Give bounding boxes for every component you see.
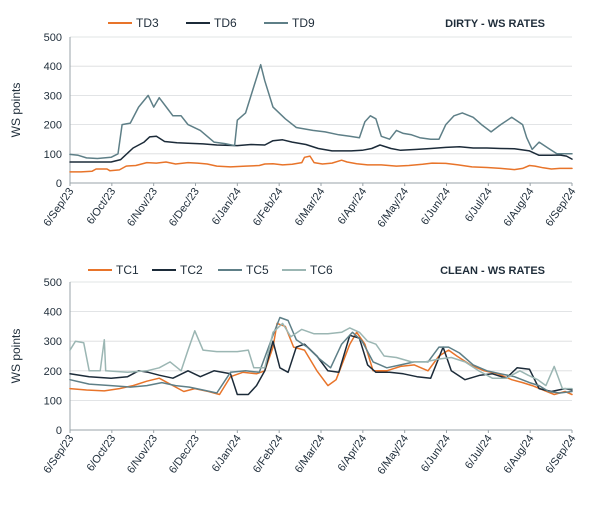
x-tick-label: 6/May/24: [375, 186, 411, 230]
y-tick-label: 400: [44, 61, 62, 73]
series-line-td6: [69, 135, 573, 163]
x-tick-label: 6/Sep/23: [41, 433, 76, 476]
y-tick-label: 500: [44, 277, 62, 289]
legend-label-td9: TD9: [292, 16, 315, 30]
x-tick-label: 6/Oct/23: [85, 186, 119, 227]
y-tick-label: 400: [44, 307, 62, 319]
y-axis-label: WS points: [9, 329, 23, 384]
series-line-td3: [69, 155, 573, 173]
y-tick-label: 300: [44, 336, 62, 348]
y-tick-label: 100: [44, 395, 62, 407]
chart-panel-1: 0 100 200 300 400 500 WS points 6/Sep/23 6/Oct/2…: [9, 16, 578, 230]
y-tick-label: 0: [56, 178, 62, 190]
x-tick-label: 6/Jan/24: [210, 433, 244, 474]
x-tick-label: 6/Oct/23: [85, 433, 119, 474]
y-tick-label: 500: [44, 32, 62, 44]
x-tick-label: 6/Feb/24: [251, 433, 286, 475]
x-tick-label: 6/Sep/23: [41, 186, 76, 229]
series-line-tc2: [69, 334, 573, 396]
y-tick-label: 100: [44, 149, 62, 161]
x-tick-label: 6/Aug/24: [502, 433, 537, 476]
x-tick-label: 6/Jan/24: [210, 186, 244, 227]
y-tick-label: 200: [44, 366, 62, 378]
x-tick-label: 6/Jul/24: [463, 433, 495, 471]
y-tick-label: 300: [44, 90, 62, 102]
chart-title: DIRTY - WS RATES: [445, 18, 545, 30]
x-tick-label: 6/Mar/24: [293, 186, 328, 228]
x-tick-label: 6/Aug/24: [502, 186, 537, 229]
x-tick-label: 6/Dec/23: [167, 186, 202, 229]
legend-label-td3: TD3: [136, 16, 159, 30]
y-tick-label: 200: [44, 120, 62, 132]
x-tick-label: 6/Apr/24: [336, 186, 370, 227]
y-axis-label: WS points: [9, 83, 23, 138]
chart-title: CLEAN - WS RATES: [440, 265, 545, 277]
series-line-td9: [69, 63, 573, 160]
x-tick-label: 6/Nov/23: [125, 186, 160, 229]
series-line-tc6: [69, 322, 573, 390]
y-tick-label: 0: [56, 425, 62, 437]
legend-label-tc1: TC1: [116, 263, 139, 277]
legend-label-tc2: TC2: [180, 263, 203, 277]
x-tick-label: 6/Jul/24: [463, 186, 495, 224]
legend-label-tc5: TC5: [246, 263, 269, 277]
x-tick-label: 6/Jun/24: [419, 433, 453, 474]
x-tick-label: 6/Dec/23: [167, 433, 202, 476]
legend-label-td6: TD6: [214, 16, 237, 30]
x-tick-label: 6/Feb/24: [251, 186, 286, 228]
x-tick-label: 6/Mar/24: [293, 433, 328, 475]
x-tick-label: 6/Sep/24: [543, 186, 578, 229]
x-tick-label: 6/Jun/24: [419, 186, 453, 227]
x-tick-label: 6/Nov/23: [125, 433, 160, 476]
series-line-tc5: [69, 316, 573, 394]
legend-label-tc6: TC6: [310, 263, 333, 277]
x-tick-label: 6/Apr/24: [336, 433, 370, 474]
x-tick-label: 6/May/24: [375, 433, 411, 477]
chart-panel-2: 0 100 200 300 400 500 WS points 6/Sep/23 6/Oct/2…: [9, 263, 578, 477]
x-tick-label: 6/Sep/24: [543, 433, 578, 476]
